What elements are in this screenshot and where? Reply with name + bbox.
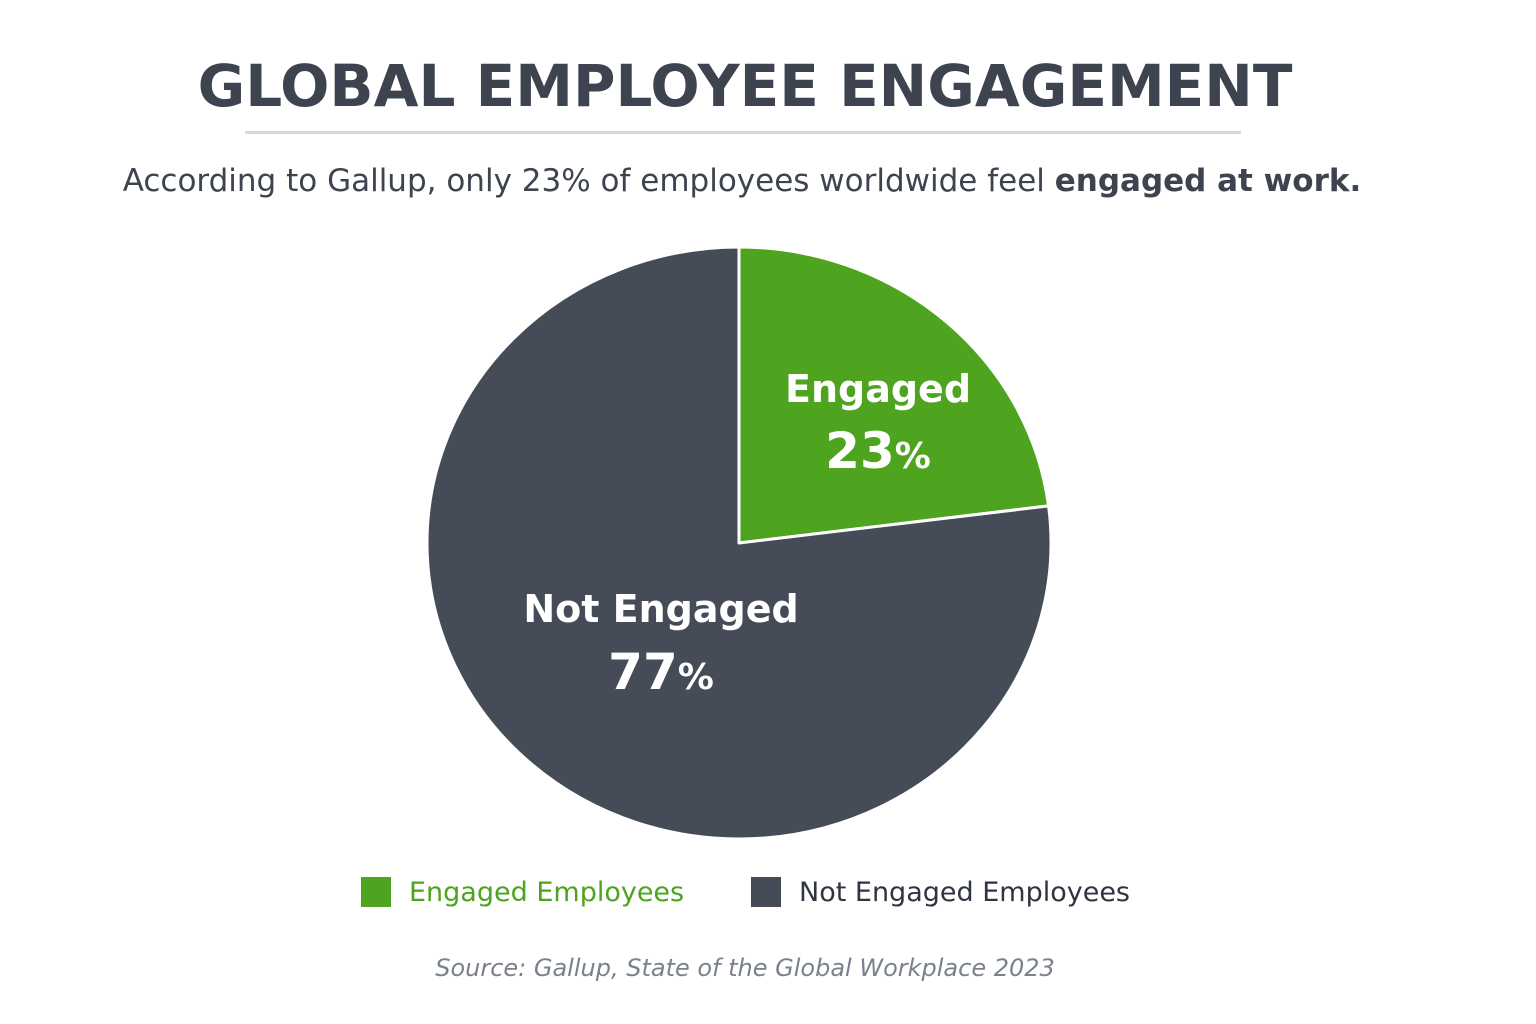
pie-slice-engaged (737, 245, 1051, 545)
title-divider (245, 131, 1241, 134)
legend-item-not-engaged: Not Engaged Employees (751, 872, 1130, 912)
slice-value-not-engaged: 77% (608, 643, 714, 701)
slice-label-engaged: Engaged (785, 367, 971, 411)
chart-title: GLOBAL EMPLOYEE ENGAGEMENT (197, 52, 1293, 120)
legend-swatch-not-engaged (751, 877, 781, 907)
pie-slice-not-engaged (425, 245, 1053, 841)
legend-label-engaged: Engaged Employees (409, 876, 685, 908)
chart-subtitle: According to Gallup, only 23% of employe… (0, 163, 1484, 199)
chart-legend: Engaged Employees Not Engaged Employees (0, 872, 1536, 912)
legend-label-not-engaged: Not Engaged Employees (799, 876, 1131, 908)
slice-value-engaged: 23% (825, 422, 931, 480)
legend-swatch-engaged (361, 877, 391, 907)
slice-label-not-engaged: Not Engaged (523, 587, 798, 631)
subtitle-plain: According to Gallup, only 23% of employe… (122, 163, 1055, 199)
subtitle-bold: engaged at work. (1054, 163, 1362, 199)
chart-source: Source: Gallup, State of the Global Work… (435, 954, 1055, 982)
legend-item-engaged: Engaged Employees (361, 872, 684, 912)
